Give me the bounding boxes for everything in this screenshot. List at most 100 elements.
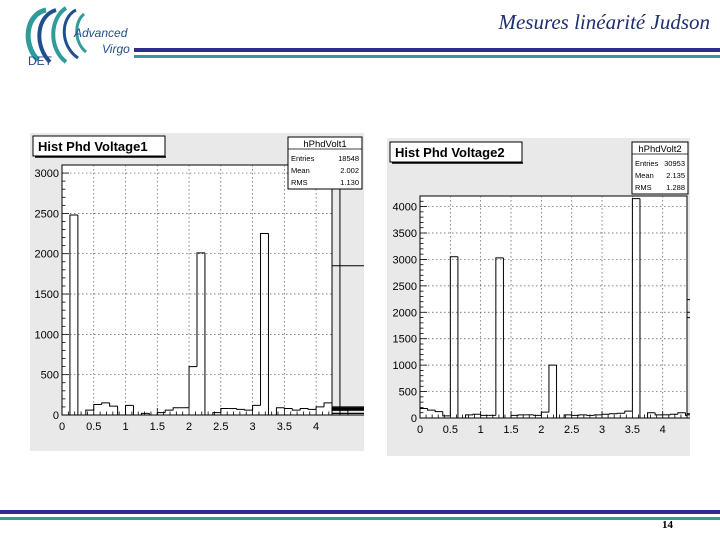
x-tick-label: 3 — [599, 424, 605, 436]
stats-value: 1.288 — [666, 183, 685, 192]
histogram-bin — [624, 410, 633, 414]
histogram-bin — [332, 408, 364, 410]
histogram-bin — [77, 215, 86, 416]
y-tick-label: 500 — [399, 387, 417, 399]
stats-name: hPhdVolt2 — [638, 144, 681, 155]
y-tick-label: 4000 — [393, 202, 417, 214]
histogram-bin — [510, 414, 519, 418]
histogram-bin — [465, 414, 474, 418]
x-tick-label: 1 — [478, 424, 484, 436]
title-box — [389, 141, 523, 163]
histogram-bin — [188, 366, 197, 408]
stats-label: Entries — [291, 154, 315, 163]
slide-title: Mesures linéarité Judson — [498, 10, 710, 34]
histogram-bin — [442, 411, 451, 417]
histogram-bin — [204, 252, 213, 416]
x-tick-label: 2 — [186, 421, 192, 433]
histogram-bin — [140, 412, 150, 415]
x-tick-label: 0.5 — [86, 421, 101, 433]
histogram-bin — [93, 404, 102, 411]
y-tick-label: 500 — [41, 370, 59, 382]
y-tick-label: 1000 — [393, 360, 417, 372]
x-tick-label: 3 — [250, 421, 256, 433]
histogram-bin — [631, 198, 640, 412]
histogram-bin — [85, 409, 94, 415]
histogram-bin — [236, 408, 245, 410]
histogram-bin — [593, 414, 603, 416]
histogram-bin — [540, 411, 549, 416]
logo-rings-icon — [25, 6, 88, 64]
histogram-bin — [687, 413, 690, 415]
histogram-bin — [275, 407, 285, 415]
y-tick-label: 3000 — [35, 168, 59, 180]
y-tick-label: 3000 — [393, 254, 417, 266]
stats-name: hPhdVolt1 — [303, 139, 346, 150]
histogram-bin — [307, 408, 317, 410]
histogram-bin — [533, 414, 542, 416]
histogram-bin — [502, 257, 512, 419]
stats-value: 18548 — [338, 154, 359, 163]
x-tick-label: 4 — [313, 421, 319, 433]
x-tick-label: 1.5 — [150, 421, 165, 433]
histogram-bin — [117, 406, 126, 416]
stats-label: RMS — [291, 178, 308, 187]
histogram-bin — [132, 405, 142, 416]
x-tick-label: 4 — [660, 424, 666, 436]
histogram-bin — [164, 409, 174, 413]
advanced-virgo-logo: Advanced Virgo DET — [16, 4, 140, 72]
histogram-panel-voltage1: 0 500 1000 1500 2000 2500 3000 0 0.5 1 1.5 2 2.5 3 3.5… — [30, 133, 364, 451]
x-tick-label: 3.5 — [625, 424, 640, 436]
x-tick-label: 2.5 — [213, 421, 228, 433]
histogram-bin — [639, 198, 648, 419]
histogram-bin — [252, 404, 261, 411]
histogram-bin — [172, 407, 182, 411]
histogram-bin — [212, 412, 221, 415]
x-tick-label: 2.5 — [564, 424, 579, 436]
y-tick-label: 3500 — [393, 228, 417, 240]
histogram-bin — [244, 409, 253, 411]
histogram-bin — [457, 256, 466, 419]
histogram-bin — [332, 181, 341, 416]
histogram-bin — [291, 408, 301, 411]
stats-value: 2.135 — [666, 171, 685, 180]
histogram-bin — [427, 408, 436, 411]
histogram-bin — [260, 233, 269, 406]
x-tick-label: 1.5 — [503, 424, 518, 436]
stats-label: Entries — [635, 159, 659, 168]
header-rule-teal — [134, 55, 720, 58]
x-tick-label: 0 — [417, 424, 423, 436]
histogram-bin — [518, 414, 527, 416]
stats-label: Mean — [291, 166, 310, 175]
histogram-bin — [684, 412, 687, 416]
histogram-bin — [601, 413, 610, 415]
histogram-bin — [578, 414, 587, 416]
histogram-bin — [332, 265, 364, 267]
histogram-bin — [148, 413, 158, 416]
y-tick-label: 1000 — [35, 329, 59, 341]
histogram-bin — [267, 233, 277, 416]
histogram-bin — [647, 412, 656, 418]
histogram-bin — [563, 414, 572, 418]
title-box — [32, 135, 166, 157]
histogram-bin — [332, 414, 364, 416]
stats-value: 30953 — [664, 159, 685, 168]
plot-area — [419, 195, 688, 419]
y-tick-label: 2500 — [393, 281, 417, 293]
stats-label: RMS — [635, 183, 652, 192]
histogram-bin — [419, 407, 428, 418]
histogram-bin — [125, 404, 134, 415]
x-tick-label: 1 — [122, 421, 128, 433]
histogram-bin — [315, 406, 325, 410]
x-tick-label: 2 — [538, 424, 544, 436]
histogram-bin — [669, 413, 678, 415]
histogram-bin — [677, 412, 686, 415]
histogram-bin — [332, 409, 364, 411]
histogram-bin — [69, 214, 78, 415]
footer-rule-teal — [0, 517, 720, 520]
stats-box — [287, 136, 363, 190]
x-tick-label: 0 — [59, 421, 65, 433]
histogram-bin — [616, 412, 625, 414]
histogram-chart-1: 0 500 1000 1500 2000 2500 3000 0 0.5 1 1.5 2 2.5 3 3.5… — [32, 135, 364, 433]
logo-advanced-text: Advanced — [74, 26, 128, 40]
stats-value: 1.130 — [340, 178, 359, 187]
